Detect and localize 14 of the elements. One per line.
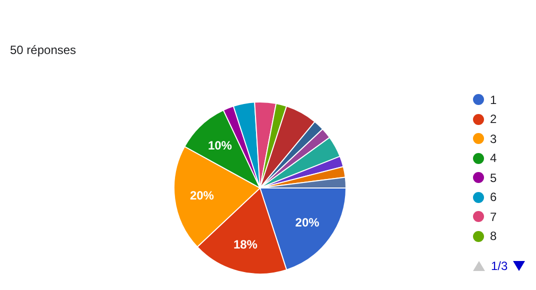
legend-label: 5 [490, 170, 497, 185]
legend-label: 8 [490, 229, 497, 244]
data-label: 10% [208, 138, 232, 152]
data-label: 20% [295, 215, 320, 230]
legend-label: 4 [490, 151, 497, 166]
text: 1/3 [491, 259, 508, 273]
legend-label: 7 [490, 210, 497, 224]
legend-label: 1 [490, 92, 497, 107]
legend-label: 2 [490, 112, 497, 126]
legend-label: 3 [490, 132, 497, 146]
legend-label: 6 [490, 190, 497, 204]
data-label: 18% [233, 238, 258, 252]
text: 50 réponses [10, 43, 76, 57]
data-label: 20% [190, 188, 214, 202]
